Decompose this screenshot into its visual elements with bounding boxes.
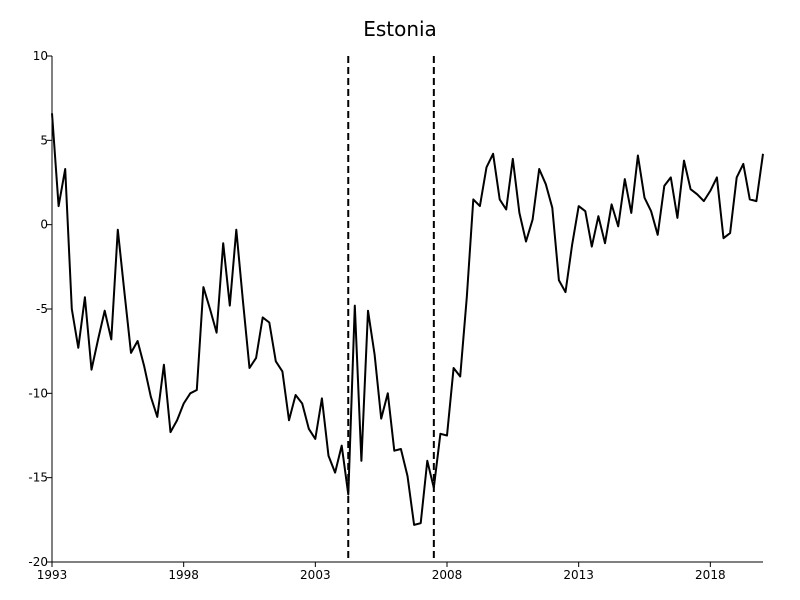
y-tick-label: -15 <box>28 471 48 485</box>
x-tick-label: 2013 <box>563 568 594 582</box>
y-tick-label: 0 <box>40 218 48 232</box>
y-tick-label: -10 <box>28 386 48 400</box>
y-tick-label: 10 <box>33 49 48 63</box>
x-tick-label: 2018 <box>695 568 726 582</box>
y-tick-label: -5 <box>36 302 48 316</box>
x-tick-label: 2008 <box>432 568 463 582</box>
y-tick-label: 5 <box>40 133 48 147</box>
chart-title: Estonia <box>363 17 437 41</box>
x-tick-label: 1998 <box>168 568 199 582</box>
x-tick-label: 1993 <box>37 568 68 582</box>
series-line <box>51 113 764 526</box>
y-tick-label: -20 <box>28 555 48 569</box>
plot-area: -20 -15 -10 -5 0 5 10 1993 1998 2003 2008 2013 2018 <box>28 49 764 582</box>
x-tick-label: 2003 <box>300 568 331 582</box>
